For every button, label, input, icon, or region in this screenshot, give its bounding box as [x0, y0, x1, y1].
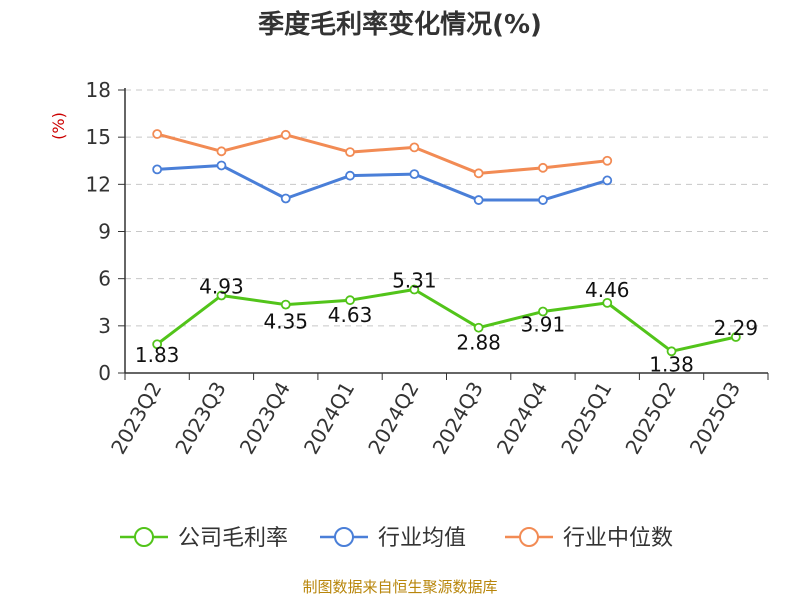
data-point [538, 195, 548, 205]
series-lines [152, 129, 741, 357]
x-tick-label: 2023Q2 [106, 378, 166, 459]
data-point [216, 290, 227, 301]
data-label: 4.93 [199, 274, 244, 298]
data-point [345, 147, 355, 158]
y-tick-label: 0 [98, 361, 111, 385]
data-point [602, 175, 613, 186]
data-point [280, 299, 291, 310]
x-tick-label: 2023Q3 [170, 378, 230, 459]
x-tick-label: 2025Q3 [685, 378, 745, 459]
data-label: 1.38 [649, 352, 694, 376]
legend: 公司毛利率 行业均值 行业中位数 [120, 526, 673, 551]
chart-title: 季度毛利率变化情况(%) [258, 9, 542, 40]
data-point [473, 322, 484, 333]
data-label: 4.35 [263, 310, 308, 334]
data-point [152, 339, 163, 350]
data-point [216, 160, 227, 171]
x-tick-label: 2024Q4 [492, 378, 552, 459]
legend-marker [519, 527, 539, 547]
data-point [602, 155, 613, 166]
data-point [216, 146, 227, 157]
y-tick-label: 12 [86, 172, 111, 196]
series-line-0 [156, 288, 737, 353]
data-label: 2.88 [456, 331, 501, 355]
data-point [666, 346, 677, 357]
series-line-2 [156, 132, 608, 175]
grid-lines [125, 89, 768, 327]
data-point [409, 284, 420, 295]
data-point [280, 129, 291, 140]
data-point [473, 168, 484, 179]
data-point [280, 193, 291, 204]
data-label: 4.46 [585, 278, 630, 302]
data-labels: 1.83 4.93 4.35 4.63 5.31 2.88 3.91 4.46 1.38 2.29 [135, 269, 758, 377]
data-point [409, 169, 420, 180]
y-tick-label: 6 [98, 267, 111, 291]
legend-label: 公司毛利率 [178, 526, 288, 551]
data-label: 3.91 [521, 313, 566, 337]
data-point [152, 164, 163, 175]
x-tick-label: 2025Q2 [620, 378, 680, 459]
legend-marker [334, 527, 354, 547]
data-point [538, 306, 548, 317]
y-tick-label: 9 [98, 220, 111, 244]
data-label: 2.29 [714, 316, 759, 340]
data-point [409, 142, 420, 153]
data-label: 1.83 [135, 343, 180, 367]
data-point [538, 162, 548, 173]
data-point [345, 170, 355, 181]
series-line-1 [157, 163, 608, 202]
data-point [730, 332, 741, 342]
x-tick-label: 2025Q1 [556, 378, 616, 459]
y-tick-label: 15 [86, 125, 111, 149]
legend-marker [134, 527, 154, 547]
source-note: 制图数据来自恒生聚源数据库 [302, 578, 497, 596]
y-tick-label: 3 [98, 314, 111, 338]
legend-label: 行业中位数 [563, 526, 673, 551]
data-point [473, 195, 484, 205]
data-label: 5.31 [392, 269, 437, 293]
data-point [152, 129, 163, 139]
data-point [602, 297, 613, 308]
data-label: 4.63 [328, 303, 373, 327]
y-axis-label: (%) [49, 112, 68, 140]
data-point [345, 295, 355, 306]
x-tick-label: 2024Q2 [363, 378, 423, 459]
x-tick-label: 2024Q1 [299, 378, 359, 459]
y-tick-label: 18 [86, 78, 111, 102]
legend-label: 行业均值 [378, 526, 466, 551]
x-tick-label: 2024Q3 [428, 378, 488, 459]
x-tick-label: 2023Q4 [235, 378, 295, 459]
